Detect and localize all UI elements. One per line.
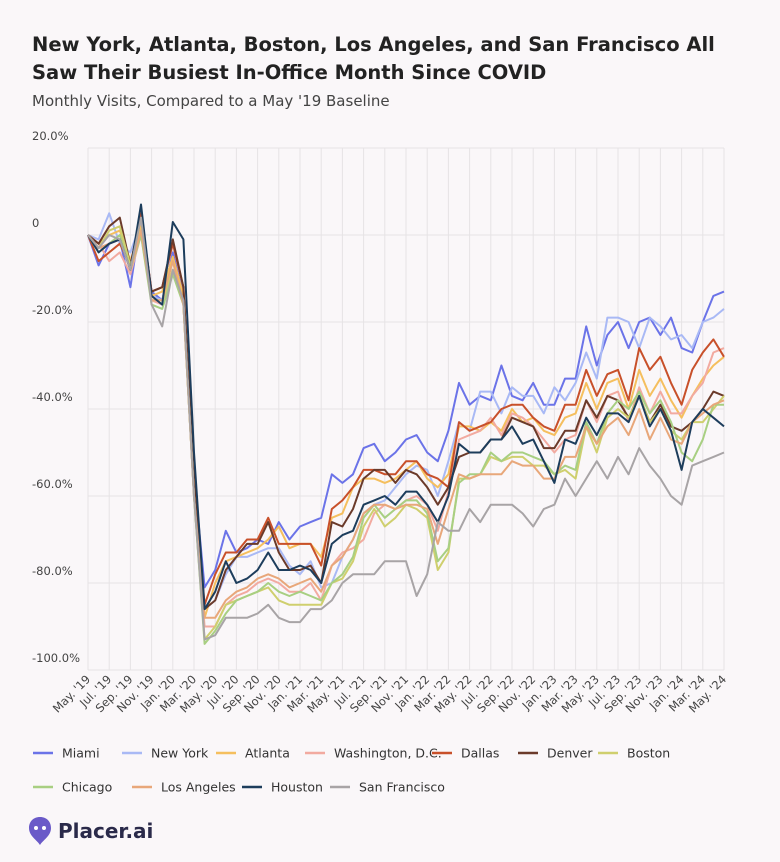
y-tick-label: 0	[32, 216, 39, 230]
legend-label: Denver	[547, 746, 593, 761]
series-line	[87, 216, 725, 641]
legend-label: Miami	[62, 746, 100, 761]
y-tick-label: -20.0%	[32, 303, 73, 317]
legend-label: Boston	[627, 746, 670, 761]
chart-title: New York, Atlanta, Boston, Los Angeles, …	[32, 33, 715, 84]
y-tick-label: -60.0%	[32, 477, 73, 491]
chart-subtitle: Monthly Visits, Compared to a May '19 Ba…	[32, 92, 390, 110]
y-tick-label: -100.0%	[32, 651, 80, 665]
logo-icon	[29, 817, 51, 845]
y-tick-label: 20.0%	[32, 129, 69, 143]
legend-label: New York	[151, 746, 209, 761]
brand-logo	[29, 817, 51, 845]
legend-label: Washington, D.C.	[334, 746, 442, 761]
legend-label: Chicago	[62, 780, 112, 795]
legend-label: Houston	[271, 780, 323, 795]
brand-name: Placer.ai	[58, 819, 153, 843]
y-tick-label: -40.0%	[32, 390, 73, 404]
legend-label: Los Angeles	[161, 780, 236, 795]
logo-eye	[34, 826, 38, 830]
logo-eye	[42, 826, 46, 830]
series-line	[87, 203, 725, 611]
y-tick-label: -80.0%	[32, 564, 73, 578]
legend-label: Dallas	[461, 746, 499, 761]
legend-label: Atlanta	[245, 746, 290, 761]
legend-label: San Francisco	[359, 780, 445, 795]
